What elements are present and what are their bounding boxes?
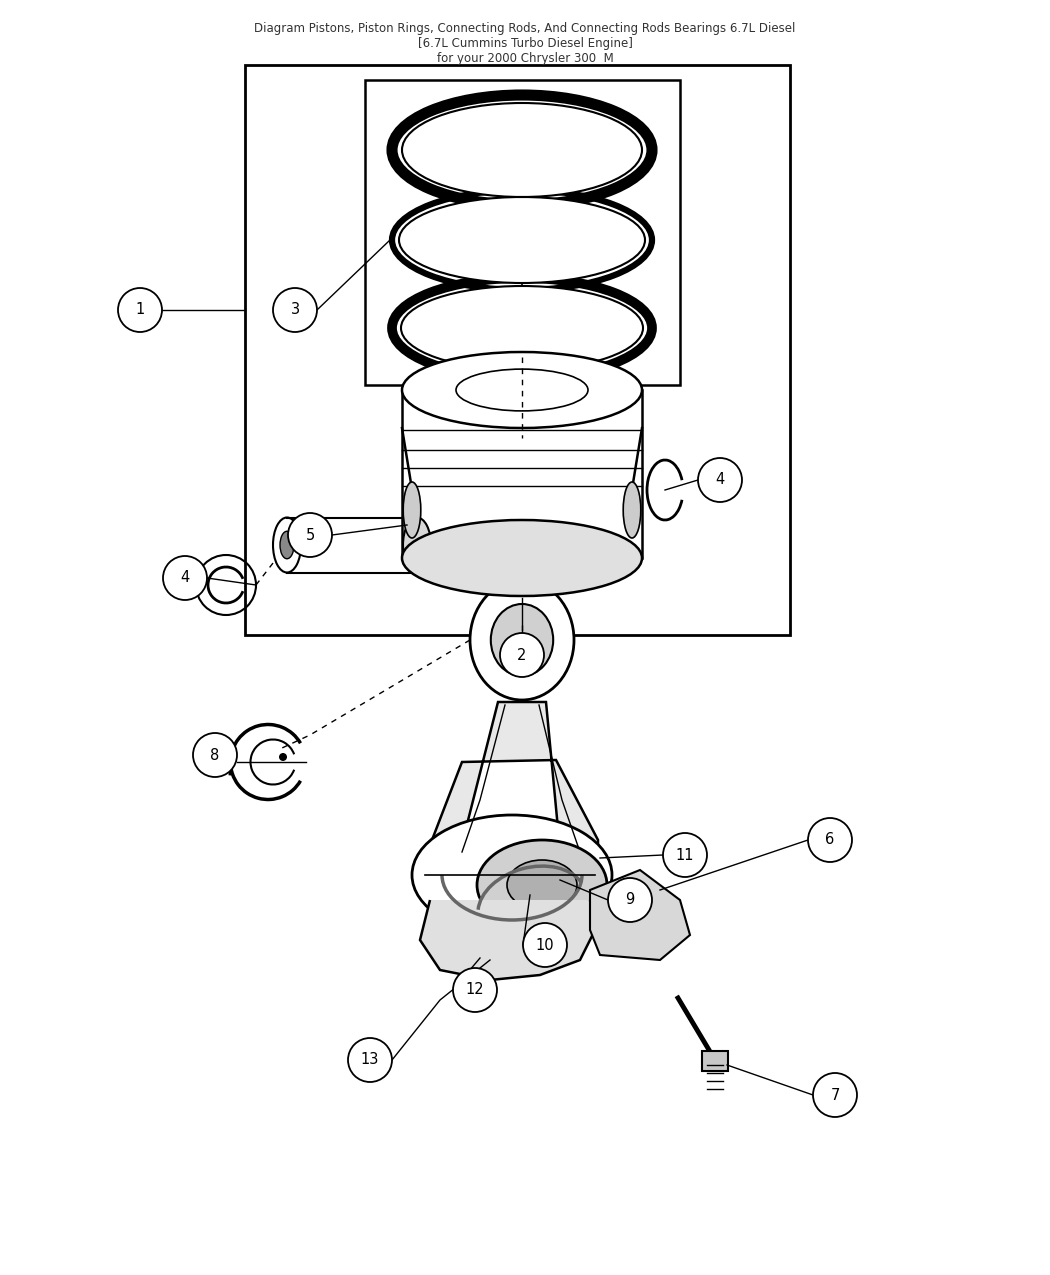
Text: 3: 3	[291, 302, 299, 317]
Text: 1: 1	[135, 302, 145, 317]
FancyBboxPatch shape	[702, 1051, 728, 1071]
Ellipse shape	[273, 518, 301, 572]
Circle shape	[288, 513, 332, 557]
Circle shape	[663, 833, 707, 877]
Ellipse shape	[403, 482, 421, 538]
Circle shape	[193, 733, 237, 776]
Circle shape	[608, 878, 652, 922]
Text: 5: 5	[306, 528, 315, 542]
Circle shape	[698, 458, 742, 502]
Circle shape	[500, 632, 544, 677]
Ellipse shape	[401, 286, 643, 370]
Text: 6: 6	[825, 833, 835, 848]
Text: 12: 12	[466, 983, 484, 997]
Ellipse shape	[412, 815, 612, 935]
Text: 8: 8	[210, 747, 219, 762]
Circle shape	[523, 923, 567, 966]
Circle shape	[808, 819, 852, 862]
Text: 11: 11	[676, 848, 694, 862]
FancyBboxPatch shape	[402, 390, 642, 558]
PathPatch shape	[590, 870, 690, 960]
Ellipse shape	[470, 580, 574, 700]
Circle shape	[163, 556, 207, 601]
Ellipse shape	[624, 482, 640, 538]
Text: 9: 9	[626, 892, 634, 908]
Circle shape	[348, 1038, 392, 1082]
Ellipse shape	[507, 861, 578, 910]
Ellipse shape	[403, 518, 430, 572]
PathPatch shape	[430, 703, 598, 862]
Text: [6.7L Cummins Turbo Diesel Engine]: [6.7L Cummins Turbo Diesel Engine]	[418, 37, 632, 50]
Ellipse shape	[402, 103, 642, 198]
Text: for your 2000 Chrysler 300  M: for your 2000 Chrysler 300 M	[437, 52, 613, 65]
Text: 7: 7	[831, 1088, 840, 1103]
Text: Diagram Pistons, Piston Rings, Connecting Rods, And Connecting Rods Bearings 6.7: Diagram Pistons, Piston Rings, Connectin…	[254, 22, 796, 34]
PathPatch shape	[420, 900, 595, 980]
Ellipse shape	[402, 352, 642, 428]
Text: 13: 13	[361, 1052, 379, 1067]
Circle shape	[813, 1074, 857, 1117]
Ellipse shape	[280, 532, 294, 558]
Text: 4: 4	[715, 473, 724, 487]
Text: 4: 4	[181, 570, 190, 585]
Circle shape	[453, 968, 497, 1012]
Circle shape	[273, 288, 317, 332]
Text: 10: 10	[536, 937, 554, 952]
Circle shape	[118, 288, 162, 332]
Ellipse shape	[399, 198, 645, 283]
Ellipse shape	[402, 520, 642, 595]
Text: 2: 2	[518, 648, 527, 663]
Ellipse shape	[490, 604, 553, 676]
Ellipse shape	[477, 840, 607, 929]
Circle shape	[279, 754, 287, 761]
